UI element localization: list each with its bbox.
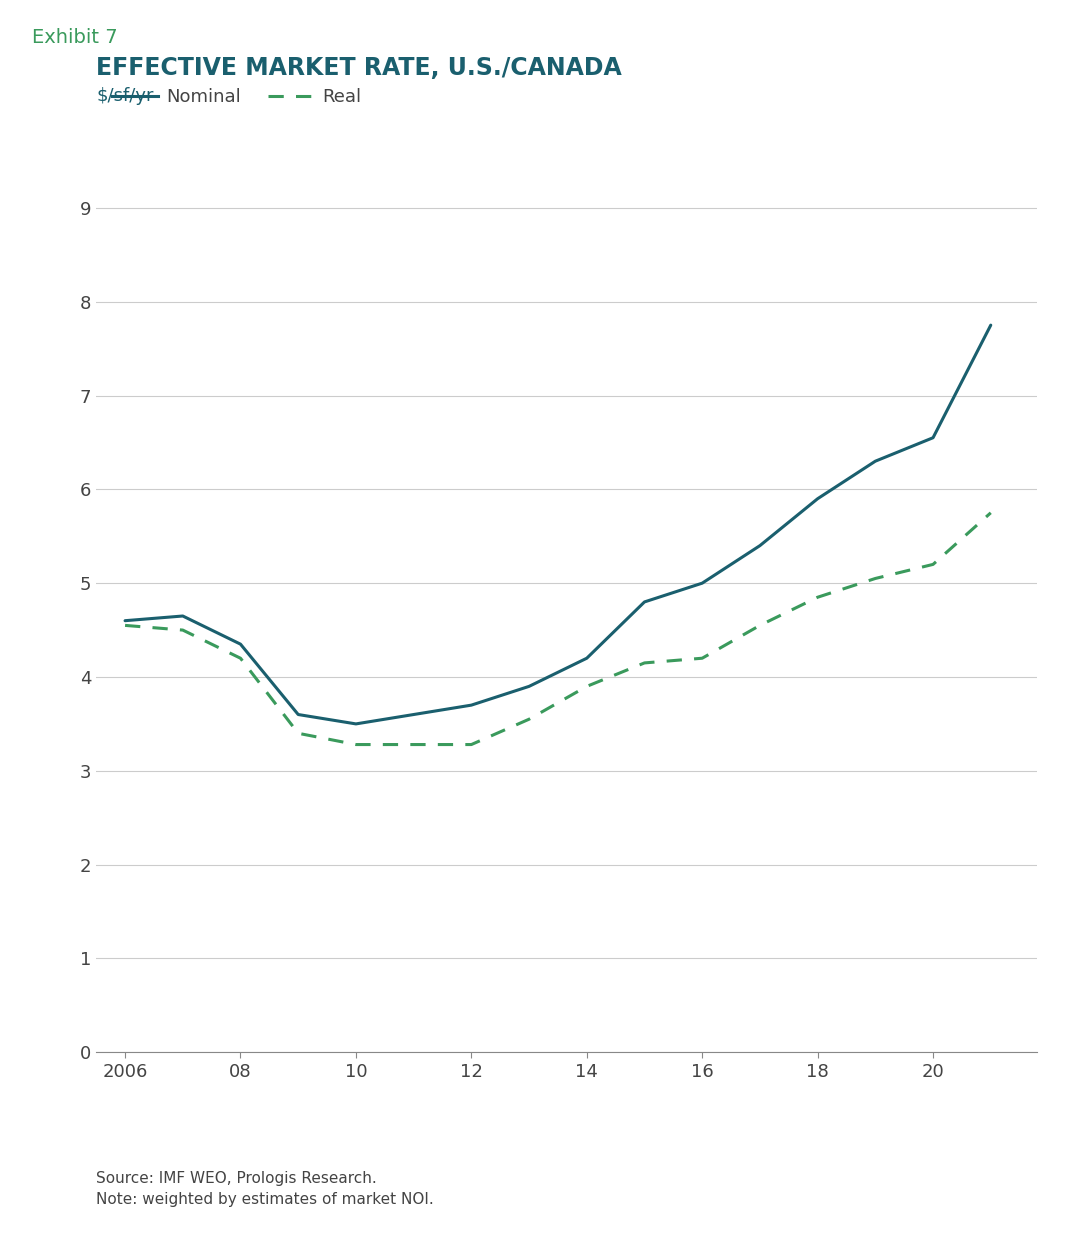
Legend: Nominal, Real: Nominal, Real [105,80,369,113]
Text: Exhibit 7: Exhibit 7 [32,28,118,47]
Text: Source: IMF WEO, Prologis Research.
Note: weighted by estimates of market NOI.: Source: IMF WEO, Prologis Research. Note… [96,1171,434,1207]
Text: EFFECTIVE MARKET RATE, U.S./CANADA: EFFECTIVE MARKET RATE, U.S./CANADA [96,57,622,80]
Text: $/sf/yr: $/sf/yr [96,87,154,105]
